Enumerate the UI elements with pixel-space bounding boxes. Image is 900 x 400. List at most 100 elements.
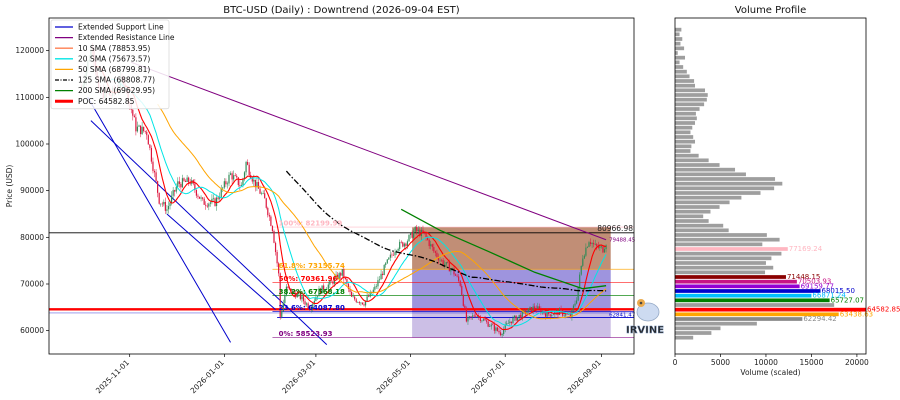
candle — [476, 316, 478, 318]
volume-bar — [675, 289, 821, 293]
candle — [408, 235, 410, 242]
candle — [436, 252, 438, 257]
candle — [532, 306, 534, 312]
candle — [513, 315, 516, 318]
candle — [352, 296, 354, 298]
volume-bar — [675, 60, 680, 65]
candle — [512, 317, 514, 324]
candle — [575, 300, 578, 304]
candle — [444, 264, 446, 266]
candle — [579, 274, 581, 288]
volume-bar — [675, 93, 708, 97]
candle — [392, 254, 395, 256]
volume-bar — [675, 130, 691, 135]
x-tick-label-3: 2026-05-01 — [375, 358, 412, 395]
candle — [217, 197, 219, 199]
candle — [485, 320, 488, 322]
volume-bar — [675, 317, 803, 321]
candle — [219, 197, 221, 199]
candle — [350, 291, 353, 297]
candle — [394, 252, 396, 256]
candle — [326, 288, 328, 290]
candle — [427, 237, 429, 240]
candle — [492, 324, 494, 326]
candle — [271, 225, 274, 231]
candle — [391, 254, 393, 256]
candle — [166, 209, 168, 211]
candle — [588, 242, 590, 247]
candle — [296, 293, 298, 298]
candle — [489, 326, 491, 327]
volume-bar — [675, 74, 690, 79]
candle — [484, 319, 486, 321]
fib-label-4: 23.6%: 64087.80 — [279, 304, 345, 312]
candle — [538, 306, 540, 309]
candle — [434, 251, 436, 253]
volume-plot-frame — [674, 17, 867, 355]
volume-bar — [675, 69, 687, 74]
y-tick-label-3: 90000 — [20, 186, 44, 195]
candle — [605, 245, 607, 250]
candle — [312, 303, 314, 308]
volume-bar — [675, 223, 724, 228]
candle — [582, 258, 584, 266]
candle — [445, 262, 447, 265]
x-tick-label-1: 2026-01-01 — [189, 358, 226, 395]
candle — [138, 125, 140, 127]
candle — [428, 239, 430, 247]
candle — [202, 197, 204, 199]
volume-bar — [675, 181, 783, 186]
volume-bar — [675, 172, 746, 177]
candle — [596, 244, 598, 246]
candle — [557, 310, 559, 315]
candle — [482, 319, 485, 321]
volume-bar — [675, 298, 830, 303]
candle — [548, 311, 550, 315]
candle — [211, 198, 213, 203]
volume-bar — [675, 209, 711, 214]
fib-label-2: 50%: 70361.96 — [279, 275, 338, 283]
candle — [467, 317, 469, 322]
candle — [248, 164, 250, 175]
candle — [209, 202, 211, 204]
candle — [333, 277, 336, 284]
y-tick-label-1: 70000 — [20, 280, 44, 289]
candle — [360, 302, 362, 304]
candle — [178, 181, 180, 184]
candle — [274, 242, 277, 253]
candle — [287, 286, 289, 288]
candle — [149, 144, 151, 148]
volume-bar — [675, 107, 700, 111]
candle — [534, 306, 536, 309]
candle — [440, 259, 443, 261]
candle — [423, 232, 426, 234]
candle — [591, 243, 593, 244]
volume-bar — [675, 102, 705, 107]
candle — [430, 244, 432, 247]
candle — [586, 246, 589, 248]
logo-eye — [639, 301, 643, 305]
candle — [447, 262, 449, 263]
candle — [256, 182, 258, 188]
candle — [205, 204, 207, 206]
volume-bar — [675, 247, 788, 251]
candle — [132, 109, 134, 116]
candle — [593, 243, 595, 245]
candle — [245, 161, 247, 173]
candle — [425, 232, 427, 238]
candle — [349, 289, 351, 292]
candle — [172, 190, 174, 196]
candle — [419, 229, 421, 237]
volume-bar — [675, 135, 694, 139]
candle — [318, 288, 320, 297]
volume-bar — [675, 275, 786, 279]
candle — [243, 172, 246, 179]
candle — [225, 181, 227, 185]
volume-bar-label-57: 66871.24 — [812, 292, 846, 300]
candle — [239, 185, 241, 186]
y-axis-label: Price (USD) — [5, 165, 14, 208]
candle — [442, 260, 444, 266]
candle — [417, 229, 419, 232]
candle — [340, 273, 342, 276]
candle — [347, 283, 350, 290]
